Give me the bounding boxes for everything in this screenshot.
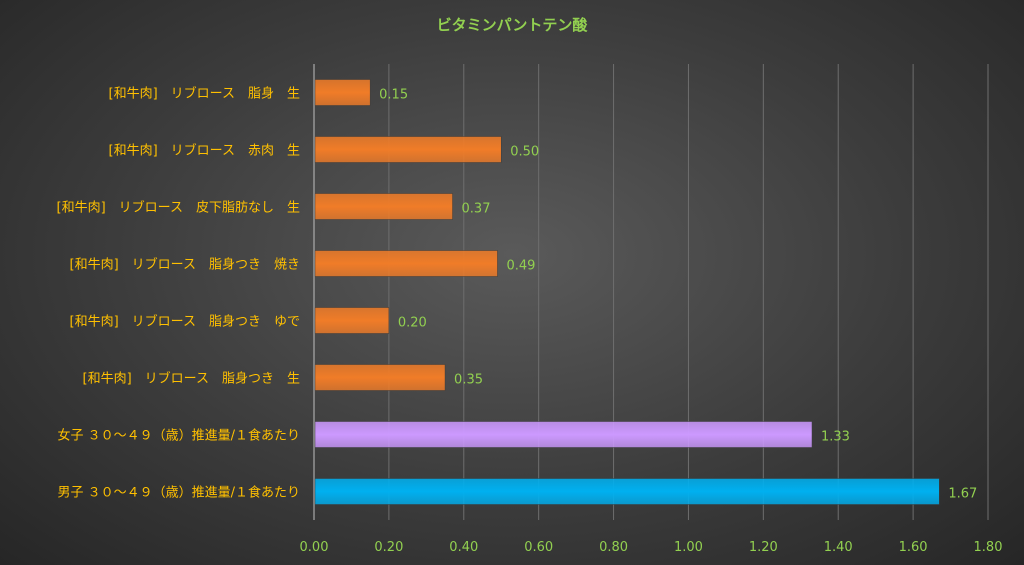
x-tick-label: 0.40 [449,540,478,555]
category-label: [和牛肉] リブロース 脂身 生 [109,86,301,102]
x-tick-label: 1.80 [974,540,1003,555]
category-label: [和牛肉] リブロース 脂身つき ゆで [70,314,301,330]
bar [314,478,940,505]
x-tick-label: 1.40 [824,540,853,555]
x-tick-label: 1.60 [899,540,928,555]
category-label: [和牛肉] リブロース 脂身つき 焼き [70,257,301,273]
bar [314,364,446,391]
data-label: 0.35 [454,373,483,388]
category-label: [和牛肉] リブロース 皮下脂肪なし 生 [57,200,301,216]
x-tick-label: 0.00 [300,540,329,555]
x-tick-label: 1.20 [749,540,778,555]
x-tick-label: 0.20 [374,540,403,555]
category-label: 男子 ３０～４９（歳）推進量/１食あたり [57,485,300,501]
bar [314,193,453,220]
x-tick-label: 0.60 [524,540,553,555]
bar [314,79,371,106]
data-label: 0.49 [506,259,535,274]
category-label: [和牛肉] リブロース 脂身つき 生 [83,371,301,387]
bar [314,136,502,163]
chart-title: ビタミンパントテン酸 [436,16,588,34]
bar [314,421,813,448]
data-label: 1.33 [821,430,850,445]
data-label: 0.37 [462,202,491,217]
data-label: 0.50 [510,145,539,160]
bar [314,250,498,277]
bar [314,307,390,334]
data-label: 0.15 [379,88,408,103]
x-tick-label: 0.80 [599,540,628,555]
category-label: 女子 ３０～４９（歳）推進量/１食あたり [57,428,300,444]
data-label: 0.20 [398,316,427,331]
x-tick-label: 1.00 [674,540,703,555]
category-label: [和牛肉] リブロース 赤肉 生 [109,143,301,159]
data-label: 1.67 [948,487,977,502]
